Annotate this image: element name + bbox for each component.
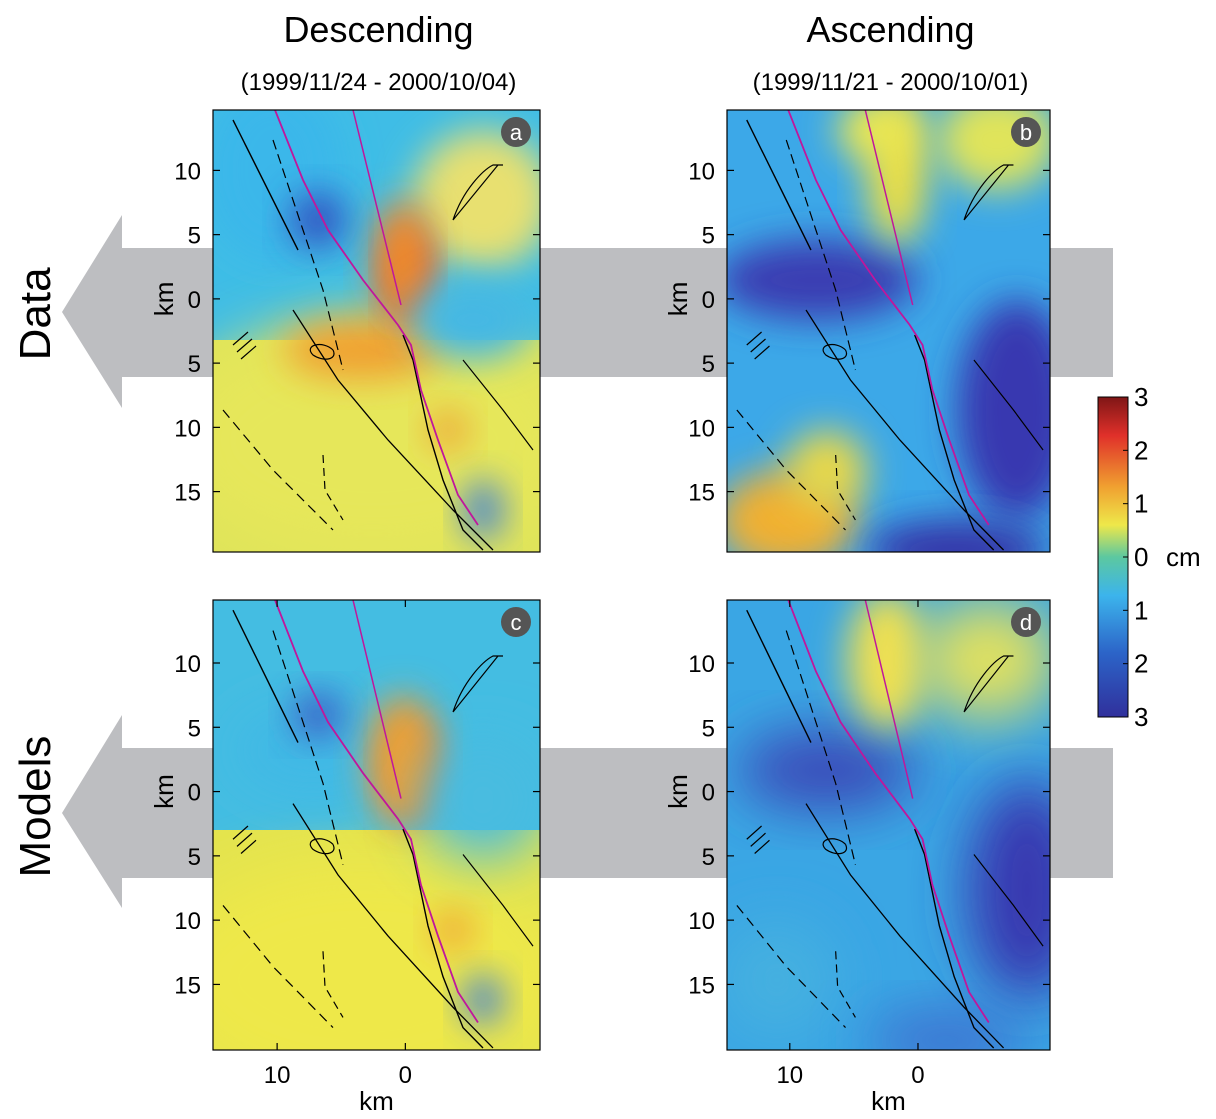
field-blob <box>737 730 917 810</box>
panel-letter: a <box>510 120 523 145</box>
y-tick-label: 0 <box>188 780 201 807</box>
y-tick-label: 5 <box>188 715 201 742</box>
panel-badge <box>1011 607 1041 637</box>
column-subtitle: (1999/11/24 - 2000/10/04) <box>241 69 517 96</box>
x-axis-label: km <box>871 1086 906 1114</box>
y-axis-label: km <box>149 282 179 317</box>
panel-letter: c <box>511 610 522 635</box>
panel-badge <box>501 607 531 637</box>
field-blob <box>463 480 503 540</box>
y-tick-label: 5 <box>702 844 715 871</box>
field-blob <box>233 710 393 790</box>
y-tick-label: 10 <box>688 908 715 935</box>
heatmap-field <box>213 600 540 1050</box>
column-title: Ascending <box>806 9 974 50</box>
field-blob <box>413 130 540 270</box>
colorbar-tick-label: 1 <box>1134 595 1148 625</box>
field-blob <box>293 693 343 737</box>
field-blob <box>213 860 540 1050</box>
y-tick-label: 0 <box>702 780 715 807</box>
y-tick-label: 10 <box>688 415 715 442</box>
colorbar-tick-label: 3 <box>1134 382 1148 412</box>
column-subtitle: (1999/11/21 - 2000/10/01) <box>753 69 1029 96</box>
colorbar-tick-label: 2 <box>1134 649 1148 679</box>
x-axis-label: km <box>359 1086 394 1114</box>
field-blob <box>787 430 867 510</box>
field-blob <box>727 240 917 320</box>
heatmap-field <box>727 600 1050 1050</box>
y-tick-label: 0 <box>188 287 201 314</box>
field-blob <box>373 200 433 320</box>
panel-badge <box>501 117 531 147</box>
colorbar-tick-label: 0 <box>1134 542 1148 572</box>
field-blob <box>463 975 503 1025</box>
heatmap-field <box>727 110 1050 552</box>
field-blob <box>937 110 1050 190</box>
field-blob <box>957 300 1050 520</box>
x-tick-label: 10 <box>264 1062 291 1089</box>
y-tick-label: 5 <box>702 715 715 742</box>
x-tick-label: 0 <box>399 1062 412 1089</box>
field-blob <box>867 520 1047 552</box>
axes-frame <box>726 109 1051 553</box>
y-tick-label: 15 <box>688 480 715 507</box>
colorbar-tick-label: 1 <box>1134 489 1148 519</box>
y-tick-label: 10 <box>174 415 201 442</box>
field-blob <box>413 280 533 360</box>
panel-badge <box>1011 117 1041 147</box>
field-blob <box>423 740 540 860</box>
field-blob <box>727 920 837 1040</box>
field-blob <box>837 110 917 160</box>
panel: 10 5 0 5 10 15 km b <box>663 109 1051 553</box>
axes-frame <box>212 109 541 553</box>
y-axis-label: km <box>149 774 179 809</box>
axes-frame <box>726 599 1051 1051</box>
field-blob <box>368 695 438 825</box>
row-label: Data <box>11 267 60 360</box>
row-label: Models <box>11 736 60 878</box>
y-tick-label: 5 <box>702 223 715 250</box>
y-tick-label: 10 <box>688 158 715 185</box>
field-blob <box>290 192 346 248</box>
y-tick-label: 5 <box>188 844 201 871</box>
field-blob <box>967 780 1050 1000</box>
heatmap-field <box>213 110 540 552</box>
y-tick-label: 10 <box>174 908 201 935</box>
y-tick-label: 5 <box>188 351 201 378</box>
field-blob <box>433 910 473 950</box>
y-tick-label: 5 <box>188 223 201 250</box>
column-title: Descending <box>283 9 473 50</box>
y-tick-label: 15 <box>174 480 201 507</box>
y-tick-label: 10 <box>174 651 201 678</box>
field-blob <box>867 1010 1027 1050</box>
colorbar-label: cm <box>1166 542 1201 572</box>
axes-frame <box>212 599 541 1051</box>
y-tick-label: 5 <box>702 351 715 378</box>
colorbar: 3 2 1 0 1 2 3 cm <box>1097 382 1201 732</box>
colorbar-tick-label: 3 <box>1134 702 1148 732</box>
y-tick-label: 10 <box>688 651 715 678</box>
colorbar-tick-label: 2 <box>1134 435 1148 465</box>
x-tick-label: 10 <box>776 1062 803 1089</box>
y-tick-label: 15 <box>688 972 715 999</box>
y-axis-label: km <box>663 774 693 809</box>
y-tick-label: 0 <box>702 287 715 314</box>
panel: 10 5 0 5 10 15 km a <box>149 109 541 553</box>
field-blob <box>847 600 927 730</box>
y-tick-label: 15 <box>174 972 201 999</box>
y-tick-label: 10 <box>174 158 201 185</box>
panel-letter: d <box>1020 610 1032 635</box>
x-tick-label: 0 <box>911 1062 924 1089</box>
y-axis-label: km <box>663 282 693 317</box>
panel-letter: b <box>1020 120 1032 145</box>
